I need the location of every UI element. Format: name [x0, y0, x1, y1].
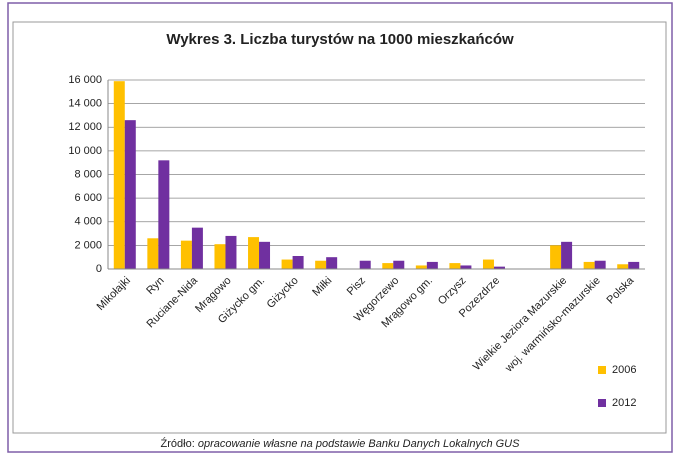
legend-swatch: [598, 399, 606, 407]
chart-title: Wykres 3. Liczba turystów na 1000 mieszk…: [166, 31, 514, 48]
bar: [583, 261, 595, 269]
y-tick-label: 14 000: [68, 98, 102, 110]
bar: [158, 160, 170, 269]
bar: [594, 260, 606, 269]
source-text: opracowanie własne na podstawie Banku Da…: [198, 438, 520, 450]
bar: [493, 266, 505, 269]
bar: [124, 120, 136, 269]
bar: [281, 259, 293, 269]
bar: [292, 256, 304, 269]
y-tick-label: 16 000: [68, 74, 102, 86]
chart-area: [12, 21, 667, 434]
y-tick-label: 10 000: [68, 145, 102, 157]
bar: [617, 264, 629, 269]
bar: [315, 260, 327, 269]
bar: [550, 245, 562, 269]
bar: [482, 259, 494, 269]
bar: [460, 265, 472, 269]
bar: [113, 81, 125, 270]
bar: [415, 265, 427, 269]
bar: [326, 257, 338, 269]
bar: [191, 227, 203, 269]
bar: [180, 240, 192, 269]
bar: [393, 260, 405, 269]
y-tick-label: 8 000: [74, 168, 102, 180]
y-tick-label: 0: [96, 263, 102, 275]
legend-swatch: [598, 366, 606, 374]
source: Źródło: opracowanie własne na podstawie …: [161, 437, 521, 450]
bar: [225, 235, 237, 269]
y-tick-label: 6 000: [74, 192, 102, 204]
bar: [214, 244, 226, 269]
legend-label: 2006: [612, 364, 636, 376]
y-tick-label: 4 000: [74, 216, 102, 228]
legend-label: 2012: [612, 397, 636, 409]
bar: [382, 263, 394, 269]
bar: [359, 260, 371, 269]
bar: [259, 241, 271, 269]
y-tick-label: 2 000: [74, 239, 102, 251]
bar: [147, 238, 159, 269]
bar: [628, 261, 640, 269]
bar: [449, 263, 461, 269]
bar: [426, 261, 438, 269]
source-prefix: Źródło:: [161, 437, 195, 450]
bar: [561, 241, 573, 269]
bar: [248, 237, 260, 269]
y-tick-label: 12 000: [68, 121, 102, 133]
